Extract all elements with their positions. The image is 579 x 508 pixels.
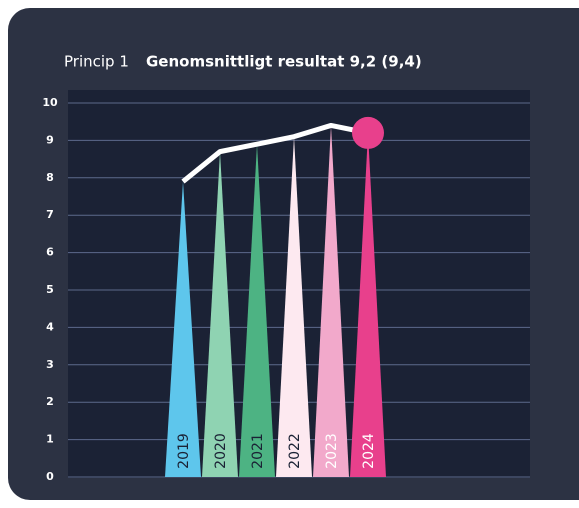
y-tick-label: 10 (42, 96, 58, 109)
chart-label: Princip 1 (64, 53, 129, 71)
x-tick-label: 2020 (213, 433, 229, 469)
y-tick-label: 9 (46, 133, 54, 146)
y-tick-label: 2 (46, 395, 54, 408)
y-tick-label: 8 (46, 171, 54, 184)
spike-bar (313, 125, 349, 477)
current-marker (352, 116, 384, 149)
bars: 2019 2020 2021 2022 2023 2024 (165, 125, 386, 478)
y-tick-label: 4 (46, 320, 54, 333)
trend-line (181, 122, 369, 184)
x-tick-label: 2019 (176, 433, 192, 469)
chart-title: Genomsnittligt resultat 9,2 (9,4) (146, 53, 422, 71)
y-tick-label: 6 (46, 246, 54, 259)
y-tick-label: 7 (46, 208, 54, 221)
x-tick-label: 2021 (250, 433, 266, 469)
spike-bar (239, 144, 275, 477)
spike-bar (350, 132, 386, 478)
y-tick-label: 5 (46, 283, 54, 296)
x-tick-label: 2023 (324, 433, 340, 469)
spike-bar (202, 151, 238, 477)
x-tick-label: 2024 (361, 433, 377, 469)
spike-bar (276, 136, 312, 477)
y-tick-label: 1 (46, 433, 54, 446)
x-tick-label: 2022 (287, 433, 303, 469)
spike-bar (165, 181, 201, 478)
overlay (181, 116, 384, 184)
y-tick-label: 0 (46, 470, 54, 483)
y-tick-label: 3 (46, 358, 54, 371)
